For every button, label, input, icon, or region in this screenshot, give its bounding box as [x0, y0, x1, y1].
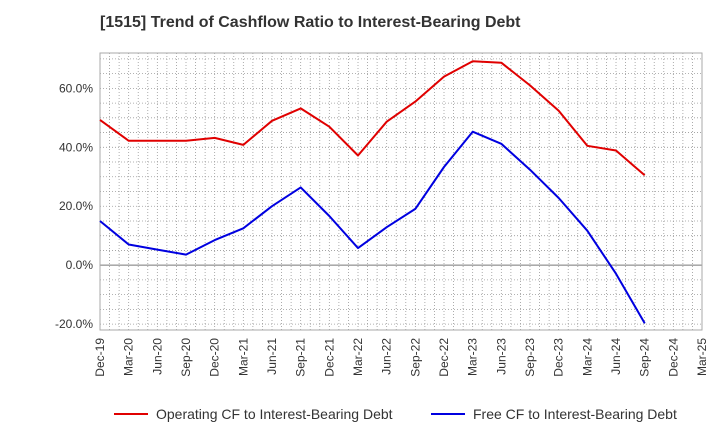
legend: Operating CF to Interest-Bearing Debt Fre…	[114, 406, 677, 422]
x-tick-label: Dec-20	[208, 338, 222, 377]
grid-layer	[100, 53, 702, 330]
x-tick-label: Jun-24	[609, 338, 623, 375]
x-tick-label: Dec-23	[552, 338, 566, 377]
x-tick-label: Dec-22	[437, 338, 451, 377]
series-line-2	[99, 130, 646, 324]
y-axis: -20.0% 0.0% 20.0% 40.0% 60.0%	[55, 81, 93, 331]
x-tick-label: Jun-20	[150, 338, 164, 375]
x-tick-label: Jun-21	[265, 338, 279, 375]
x-tick-label: Mar-21	[236, 338, 250, 376]
x-tick-label: Sep-24	[638, 338, 652, 377]
x-tick-label: Jun-23	[494, 338, 508, 375]
x-tick-label: Mar-22	[351, 338, 365, 376]
series-layer	[99, 60, 646, 324]
x-tick-label: Mar-24	[580, 338, 594, 376]
x-tick-label: Dec-19	[93, 338, 107, 377]
y-tick-label: 20.0%	[59, 199, 93, 213]
y-tick-label: 60.0%	[59, 81, 93, 95]
x-tick-label: Sep-21	[294, 338, 308, 377]
x-tick-label: Mar-25	[695, 338, 709, 376]
x-axis: Dec-19 Mar-20 Jun-20 Sep-20 Dec-20 Mar-21 Jun-…	[93, 338, 709, 377]
x-tick-label: Dec-21	[322, 338, 336, 377]
x-tick-label: Sep-23	[523, 338, 537, 377]
x-tick-label: Jun-22	[380, 338, 394, 375]
x-tick-label: Mar-23	[466, 338, 480, 376]
series-line-1	[99, 60, 646, 177]
x-tick-label: Dec-24	[666, 338, 680, 377]
x-tick-label: Sep-20	[179, 338, 193, 377]
x-tick-label: Mar-20	[122, 338, 136, 376]
y-tick-label: 40.0%	[59, 140, 93, 154]
y-tick-label: -20.0%	[55, 317, 93, 331]
chart-title: [1515] Trend of Cashflow Ratio to Intere…	[100, 14, 521, 31]
y-tick-label: 0.0%	[66, 258, 94, 272]
legend-label-2: Free CF to Interest-Bearing Debt	[473, 406, 677, 422]
plot-frame	[99, 52, 703, 331]
legend-label-1: Operating CF to Interest-Bearing Debt	[156, 406, 393, 422]
x-tick-label: Sep-22	[408, 338, 422, 377]
